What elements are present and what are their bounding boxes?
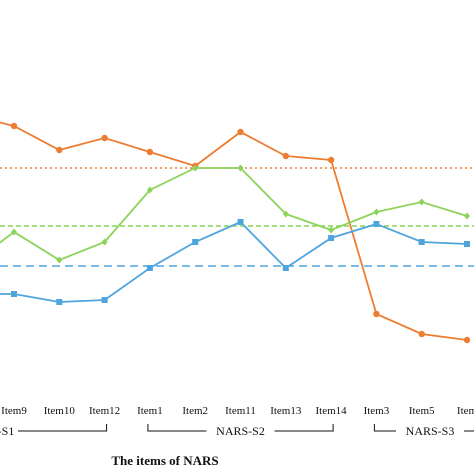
- data-point: [464, 212, 470, 220]
- data-point: [101, 297, 108, 303]
- series-line-2: [0, 167, 468, 262]
- series-1: [0, 121, 471, 344]
- data-point: [146, 148, 154, 156]
- data-point: [418, 330, 425, 338]
- x-tick-label: Item12: [89, 405, 120, 417]
- data-point: [327, 156, 335, 164]
- data-point: [282, 265, 289, 271]
- mean-lines: [0, 167, 474, 267]
- x-tick-label: Item10: [44, 405, 76, 417]
- data-point: [282, 152, 289, 160]
- data-point: [56, 256, 63, 264]
- x-tick-label: Item14: [316, 405, 348, 417]
- data-point: [282, 210, 289, 218]
- group-label-bg: [396, 423, 464, 439]
- data-point: [328, 235, 335, 241]
- data-point: [146, 265, 153, 271]
- data-point: [11, 228, 17, 236]
- group-label: -S1: [0, 424, 14, 438]
- category-groups: -S1 NARS-S2 NARS-S3: [0, 423, 474, 439]
- data-point: [237, 128, 244, 136]
- data-point: [418, 198, 425, 206]
- data-point: [11, 291, 17, 297]
- group-1: -S1: [0, 423, 108, 439]
- x-axis-title: The items of NARS: [111, 453, 218, 468]
- data-point: [328, 226, 335, 234]
- data-point: [146, 186, 153, 194]
- data-point: [464, 241, 470, 247]
- data-point: [101, 238, 108, 246]
- data-point: [463, 336, 471, 344]
- series-line-3: [0, 220, 468, 303]
- x-tick-label: Item3: [364, 405, 390, 417]
- x-tick-label: Item1: [137, 405, 163, 417]
- data-point: [101, 134, 108, 142]
- data-point: [418, 239, 425, 245]
- group-label: NARS-S2: [216, 424, 265, 438]
- x-tick-label: Item5: [409, 405, 435, 417]
- data-point: [237, 219, 244, 225]
- group-bracket: [0, 424, 108, 432]
- x-tick-label: Item13: [270, 405, 302, 417]
- group-3: NARS-S3: [373, 423, 474, 439]
- data-point: [373, 221, 380, 227]
- data-point: [237, 164, 244, 172]
- x-tick-label: Item: [457, 405, 474, 417]
- x-tick-label: Item9: [1, 405, 27, 417]
- data-point: [192, 164, 199, 172]
- series-lines: [0, 121, 471, 344]
- x-axis: Item9 Item10 Item12 Item1 Item2 Item11 Item13 I…: [1, 405, 474, 417]
- series-line-1: [0, 121, 468, 341]
- x-tick-label: Item11: [225, 405, 256, 417]
- data-point: [56, 146, 63, 154]
- group-2: NARS-S2: [147, 423, 334, 439]
- data-point: [192, 239, 199, 245]
- group-label: NARS-S3: [406, 424, 455, 438]
- data-point: [10, 122, 18, 130]
- group-label-bg: [206, 423, 275, 439]
- data-point: [373, 310, 380, 318]
- series-3: [0, 219, 470, 305]
- series-2: [0, 164, 470, 264]
- data-point: [56, 299, 63, 305]
- group-label-bg: [0, 423, 18, 439]
- data-point: [373, 208, 380, 216]
- x-tick-label: Item2: [182, 405, 208, 417]
